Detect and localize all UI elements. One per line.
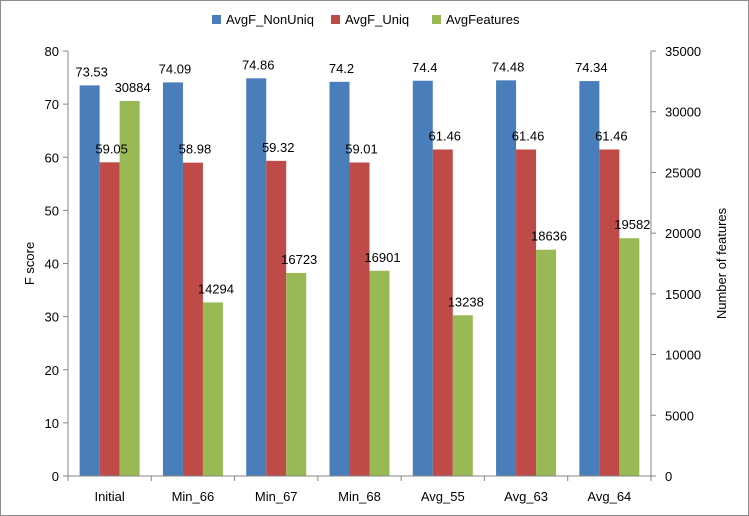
data-label-AvgF_Uniq-Initial: 59.05 xyxy=(95,141,128,156)
data-label-AvgF_Uniq-Min_68: 59.01 xyxy=(345,142,378,157)
bar-AvgF_NonUniq-Avg_55 xyxy=(412,80,433,476)
data-label-AvgFeatures-Initial: 30884 xyxy=(115,80,151,95)
data-label-AvgF_NonUniq-Min_66: 74.09 xyxy=(159,61,192,76)
bar-AvgFeatures-Min_66 xyxy=(202,302,223,476)
x-tick-label: Avg_64 xyxy=(587,489,631,504)
x-tick-label: Min_68 xyxy=(338,489,381,504)
y-tick-label-left: 60 xyxy=(45,150,59,165)
y-tick-label-right: 35000 xyxy=(665,44,701,59)
y-tick-label-right: 10000 xyxy=(665,348,701,363)
y-tick-label-left: 70 xyxy=(45,97,59,112)
data-label-AvgF_Uniq-Min_67: 59.32 xyxy=(262,140,295,155)
legend-label-AvgF_Uniq: AvgF_Uniq xyxy=(345,12,409,27)
bar-AvgF_Uniq-Min_67 xyxy=(266,160,287,477)
data-label-AvgF_NonUniq-Initial: 73.53 xyxy=(75,64,108,79)
data-label-AvgF_NonUniq-Avg_63: 74.48 xyxy=(492,59,525,74)
y-tick-label-left: 20 xyxy=(45,363,59,378)
bar-AvgF_NonUniq-Min_67 xyxy=(246,78,267,477)
legend-label-AvgFeatures: AvgFeatures xyxy=(446,12,520,27)
y-tick-label-left: 0 xyxy=(52,469,59,484)
bar-AvgF_Uniq-Min_68 xyxy=(349,162,370,476)
data-label-AvgFeatures-Min_68: 16901 xyxy=(364,250,400,265)
data-label-AvgF_Uniq-Min_66: 58.98 xyxy=(179,142,212,157)
x-tick-label: Initial xyxy=(94,489,124,504)
y-tick-label-right: 15000 xyxy=(665,287,701,302)
y-axis-title-right: Number of features xyxy=(714,207,729,319)
x-tick-label: Min_66 xyxy=(172,489,215,504)
y-tick-label-right: 0 xyxy=(665,469,672,484)
data-label-AvgF_Uniq-Avg_63: 61.46 xyxy=(512,128,545,143)
y-tick-label-right: 30000 xyxy=(665,105,701,120)
bar-AvgFeatures-Initial xyxy=(119,100,140,476)
bar-AvgFeatures-Avg_63 xyxy=(536,249,557,476)
bar-AvgF_NonUniq-Avg_63 xyxy=(496,80,517,476)
data-label-AvgF_NonUniq-Avg_64: 74.34 xyxy=(575,60,608,75)
y-tick-label-left: 10 xyxy=(45,416,59,431)
bar-AvgF_NonUniq-Min_66 xyxy=(162,82,183,476)
legend-swatch-AvgF_NonUniq xyxy=(212,15,221,24)
legend-swatch-AvgFeatures xyxy=(432,15,441,24)
x-tick-label: Avg_55 xyxy=(421,489,465,504)
bar-AvgF_Uniq-Min_66 xyxy=(182,162,203,476)
data-label-AvgF_Uniq-Avg_55: 61.46 xyxy=(429,128,462,143)
x-tick-label: Avg_63 xyxy=(504,489,548,504)
bar-AvgF_NonUniq-Min_68 xyxy=(329,81,350,476)
y-tick-label-left: 50 xyxy=(45,203,59,218)
bar-AvgF_NonUniq-Initial xyxy=(79,85,100,476)
bar-AvgFeatures-Avg_55 xyxy=(452,315,473,476)
x-tick-label: Min_67 xyxy=(255,489,298,504)
bar-AvgF_Uniq-Avg_64 xyxy=(599,149,620,476)
y-axis-title-left: F score xyxy=(22,242,37,285)
data-label-AvgFeatures-Avg_63: 18636 xyxy=(531,229,567,244)
data-label-AvgF_Uniq-Avg_64: 61.46 xyxy=(595,128,628,143)
legend-label-AvgF_NonUniq: AvgF_NonUniq xyxy=(226,12,314,27)
bar-AvgF_NonUniq-Avg_64 xyxy=(579,81,600,476)
bar-AvgF_Uniq-Avg_55 xyxy=(432,149,453,476)
y-tick-label-right: 25000 xyxy=(665,165,701,180)
bar-AvgFeatures-Avg_64 xyxy=(619,238,640,476)
bar-AvgFeatures-Min_68 xyxy=(369,270,390,476)
bar-AvgF_Uniq-Initial xyxy=(99,162,120,476)
y-tick-label-left: 30 xyxy=(45,310,59,325)
data-label-AvgFeatures-Min_67: 16723 xyxy=(281,252,317,267)
data-label-AvgFeatures-Avg_55: 13238 xyxy=(448,294,484,309)
data-label-AvgFeatures-Min_66: 14294 xyxy=(198,281,234,296)
data-label-AvgFeatures-Avg_64: 19582 xyxy=(614,217,650,232)
y-tick-label-right: 5000 xyxy=(665,408,694,423)
bar-AvgFeatures-Min_67 xyxy=(286,272,307,476)
data-label-AvgF_NonUniq-Avg_55: 74.4 xyxy=(412,60,437,75)
data-label-AvgF_NonUniq-Min_68: 74.2 xyxy=(329,61,354,76)
bar-AvgF_Uniq-Avg_63 xyxy=(516,149,537,476)
y-tick-label-left: 80 xyxy=(45,44,59,59)
data-label-AvgF_NonUniq-Min_67: 74.86 xyxy=(242,57,275,72)
y-tick-label-left: 40 xyxy=(45,257,59,272)
legend-swatch-AvgF_Uniq xyxy=(331,15,340,24)
y-tick-label-right: 20000 xyxy=(665,226,701,241)
